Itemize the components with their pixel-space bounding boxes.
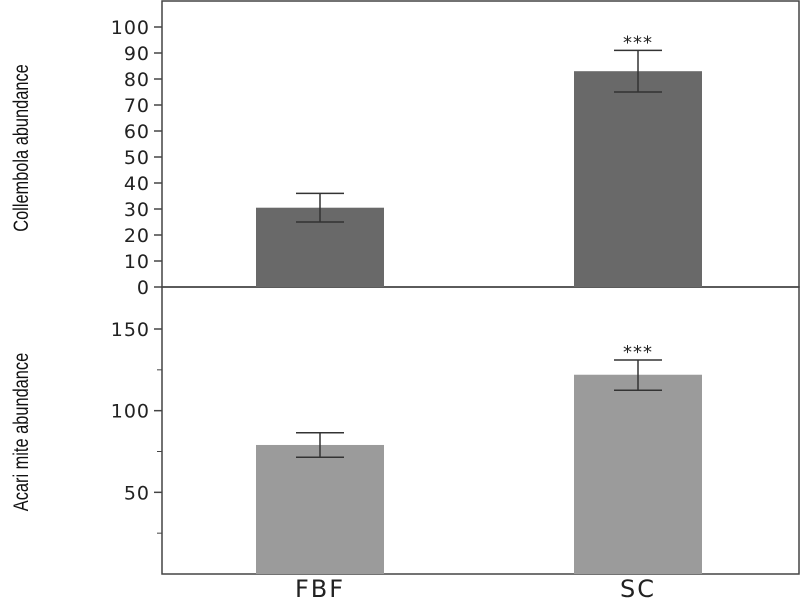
significance-label-0-sc: ***	[623, 32, 653, 53]
y-tick-label-0-4: 40	[124, 173, 150, 195]
bottom-panel-frame	[161, 286, 800, 575]
y-tick-label-0-7: 70	[124, 95, 150, 117]
y-tick-label-0-0: 0	[137, 277, 150, 299]
y-tick-label-1-0: 50	[124, 482, 150, 504]
x-category-label-sc: SC	[620, 575, 656, 600]
bar-1-fbf	[256, 444, 384, 574]
y-tick-label-0-2: 20	[124, 225, 150, 247]
bottom-y-axis-title: Acari mite abundance	[9, 353, 32, 511]
collembola-panel: 0 10 20 30 40 50 60 70 80 90 100 ***	[111, 17, 702, 299]
y-tick-label-1-2: 150	[111, 319, 150, 341]
y-tick-label-0-5: 50	[124, 147, 150, 169]
y-tick-label-0-8: 80	[124, 69, 150, 91]
significance-label-1-sc: ***	[623, 342, 653, 363]
y-tick-label-0-9: 90	[124, 43, 150, 65]
y-tick-label-0-10: 100	[111, 17, 150, 39]
y-tick-label-1-1: 100	[111, 401, 150, 423]
y-tick-label-0-1: 10	[124, 251, 150, 273]
y-tick-label-0-3: 30	[124, 199, 150, 221]
acari-panel: 50 100 150 ***	[111, 319, 702, 574]
y-tick-label-0-6: 60	[124, 121, 150, 143]
bar-0-sc	[574, 71, 702, 287]
x-category-label-fbf: FBF	[295, 575, 345, 600]
top-y-axis-title: Collembola abundance	[9, 64, 32, 232]
bar-1-sc	[574, 374, 702, 574]
